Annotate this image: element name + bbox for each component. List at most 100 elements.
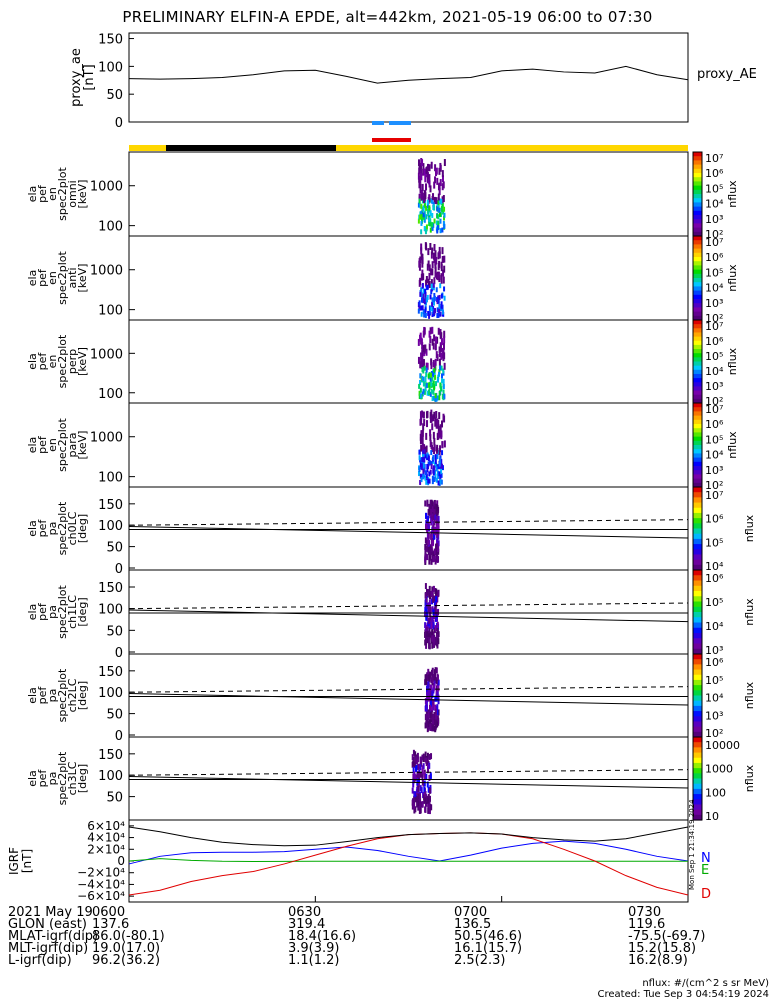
pitch-angle-pixel	[428, 508, 431, 515]
pitch-angle-pixel	[431, 515, 434, 522]
colorbar-segment	[693, 726, 702, 733]
spectrogram-ylabel: [keV]	[76, 431, 89, 460]
colorbar-segment	[693, 814, 702, 821]
spectrogram-pixel	[421, 260, 424, 268]
spectrogram-pixel	[432, 360, 435, 368]
spectrogram-ylabel: ela	[26, 270, 39, 287]
spectrogram-pixel	[430, 289, 433, 295]
spectrogram-pixel	[433, 476, 436, 482]
spectrogram-pixel	[422, 381, 425, 387]
colorbar-label: nflux	[726, 431, 739, 459]
pitch-angle-pixel	[424, 806, 427, 813]
pitch-angle-pixel	[434, 638, 437, 645]
spectrogram-pixel	[420, 173, 423, 181]
pitch-angle-pixel	[428, 617, 431, 624]
pitch-angle-pixel	[430, 590, 433, 597]
colorbar-tick-label: 10⁵	[705, 433, 723, 446]
pitch-angle-pixel	[431, 677, 434, 684]
spectrogram-pixel	[431, 423, 434, 431]
colorbar-segment	[693, 315, 702, 321]
spectrogram-pixel	[428, 313, 431, 319]
spectrogram-pixel	[428, 460, 431, 466]
pitch-angle-pixel	[427, 724, 430, 731]
spectrogram-pixel	[438, 167, 441, 175]
pitch-angle-pixel	[430, 804, 433, 811]
spectrogram-pixel	[419, 305, 422, 311]
pitch-angle-pixel	[434, 608, 437, 615]
pitch-angle-pixel	[426, 554, 429, 561]
spectrogram-pixel	[434, 462, 437, 468]
pitch-angle-pixel	[424, 500, 427, 507]
spectrogram-pixel	[439, 478, 442, 484]
pitch-angle-pixel	[433, 595, 436, 602]
spectrogram-pixel	[433, 444, 436, 452]
pitch-angle-pixel	[432, 704, 435, 711]
ephemeris-value: 2.5(2.3)	[454, 953, 506, 968]
pitch-angle-pixel	[433, 509, 436, 516]
spectrogram-pixel	[418, 159, 421, 167]
spectrogram-pixel	[435, 351, 438, 359]
spectrogram-pixel	[421, 269, 424, 277]
spectrogram-pixel	[438, 368, 441, 374]
colorbar-segment	[693, 799, 702, 806]
spectrogram-ylabel: en	[46, 271, 59, 285]
colorbar-segment	[693, 373, 702, 379]
pitch-angle-ylabel: pa	[46, 772, 59, 786]
pitch-angle-pixel	[425, 713, 428, 720]
spectrogram-pixel	[418, 449, 421, 455]
spectrogram-pixel	[443, 265, 446, 273]
spectrogram-pixel	[426, 362, 429, 370]
pitch-angle-pixel	[433, 684, 436, 691]
pitch-angle-pixel	[412, 778, 415, 785]
spectrogram-pixel	[437, 271, 440, 279]
colorbar-segment	[693, 206, 702, 212]
pitch-angle-pixel	[424, 791, 427, 798]
spectrogram-pixel	[442, 276, 445, 284]
pitch-angle-pixel	[424, 592, 427, 599]
pitch-angle-pixel	[427, 539, 430, 546]
spectrogram-pixel	[436, 228, 439, 234]
colorbar-segment	[693, 700, 702, 707]
colorbar-label: nflux	[743, 598, 756, 626]
spectrogram-pixel	[436, 213, 439, 219]
pitch-angle-pixel	[428, 688, 431, 695]
pitch-angle-pixel	[419, 771, 422, 778]
spectrogram-pixel	[423, 168, 426, 176]
spectrogram-pixel	[428, 310, 431, 316]
pitch-angle-pixel	[426, 637, 429, 644]
pitch-angle-pixel	[424, 800, 427, 807]
pitch-angle-pixel	[437, 631, 440, 638]
colorbar-segment	[693, 311, 702, 317]
pitch-angle-pixel	[428, 801, 431, 808]
spectrogram-pixel	[438, 461, 441, 467]
colorbar-segment	[693, 559, 702, 566]
spectrogram-pixel	[423, 312, 426, 318]
spectrogram-pixel	[429, 391, 432, 397]
pitch-angle-pixel	[432, 713, 435, 720]
colorbar-tick-label: 10⁷	[705, 403, 723, 416]
ephemeris-value: 0630	[288, 905, 322, 920]
pitch-angle-pixel	[435, 588, 438, 595]
spectrogram-pixel	[442, 181, 445, 189]
colorbar-segment	[693, 340, 702, 346]
colorbar-segment	[693, 403, 702, 408]
pitch-angle-ylabel: ch2LC	[66, 678, 79, 712]
colorbar-segment	[693, 643, 702, 650]
pitch-angle-pixel	[435, 708, 438, 715]
spectrogram-pixel	[425, 348, 428, 356]
pitch-angle-pixel	[421, 801, 424, 808]
spectrogram-pixel	[419, 479, 422, 485]
spectrogram-pixel	[436, 377, 439, 383]
spectrogram-frame	[128, 151, 689, 237]
pitch-angle-pixel	[431, 606, 434, 613]
ephemeris-row-label: L-igrf(dip)	[8, 953, 72, 968]
spectrogram-ylabel: pef	[36, 435, 49, 454]
colorbar-segment	[693, 252, 702, 258]
colorbar-tick-label: 10⁴	[705, 560, 724, 573]
spectrogram-pixel	[423, 195, 426, 203]
colorbar-segment	[693, 570, 702, 576]
pitch-angle-ylabel: ela	[26, 520, 39, 537]
spectrogram-pixel	[421, 192, 424, 200]
pitch-angle-ylabel: [deg]	[76, 681, 89, 710]
spectrogram-pixel	[422, 443, 425, 451]
